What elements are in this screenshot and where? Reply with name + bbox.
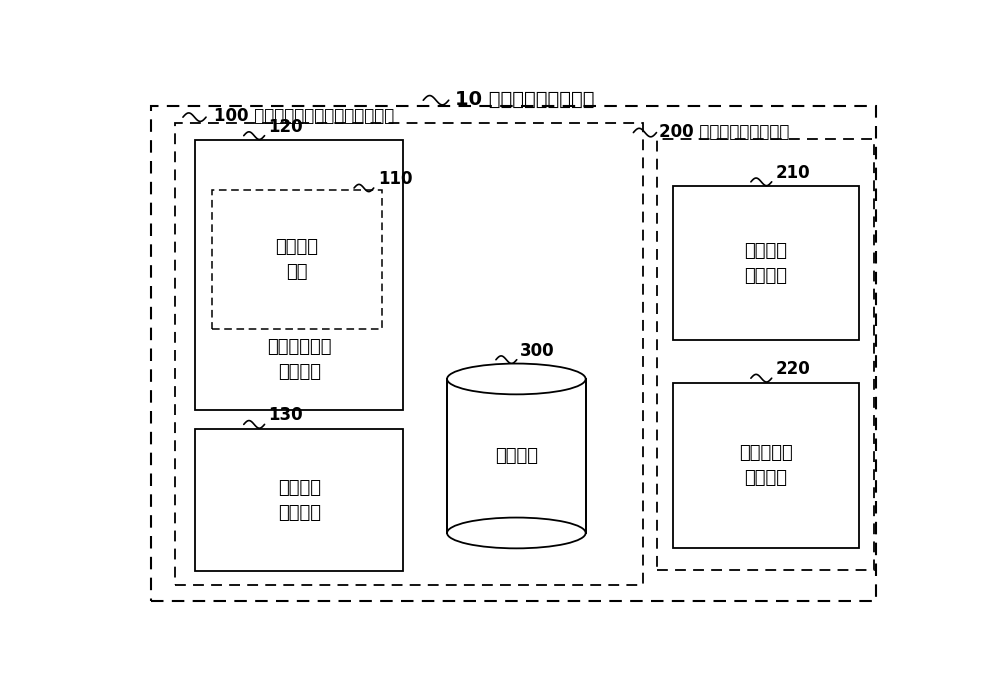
Bar (175, 124, 643, 585)
Ellipse shape (447, 518, 586, 548)
Bar (195, 429, 403, 571)
Text: 10 大地水准面测量装置: 10 大地水准面测量装置 (455, 90, 595, 109)
Text: 120: 120 (268, 118, 303, 135)
Bar (673, 187, 859, 341)
Bar (195, 140, 403, 409)
Text: 130: 130 (268, 407, 303, 425)
Text: 大地水准面
计算单元: 大地水准面 计算单元 (739, 444, 793, 487)
Bar (212, 190, 382, 329)
Polygon shape (447, 379, 586, 533)
Text: 慢性计测数据
获取单元: 慢性计测数据 获取单元 (267, 338, 331, 381)
Text: 记录单元: 记录单元 (495, 447, 538, 465)
Bar (657, 139, 874, 570)
Bar (673, 383, 859, 548)
Text: 对比数据
获取单元: 对比数据 获取单元 (278, 479, 321, 522)
Text: 200 大地水准面估计装置: 200 大地水准面估计装置 (659, 123, 789, 141)
Text: 220: 220 (775, 360, 810, 378)
Text: 100 大地水准面计算用数据采集装置: 100 大地水准面计算用数据采集装置 (214, 108, 394, 126)
Text: 慢性计测
单元: 慢性计测 单元 (275, 238, 318, 281)
Ellipse shape (447, 364, 586, 394)
Text: 110: 110 (378, 170, 412, 188)
Text: 状态变量
估计单元: 状态变量 估计单元 (744, 242, 787, 285)
Text: 210: 210 (775, 164, 810, 182)
Text: 300: 300 (520, 341, 555, 359)
